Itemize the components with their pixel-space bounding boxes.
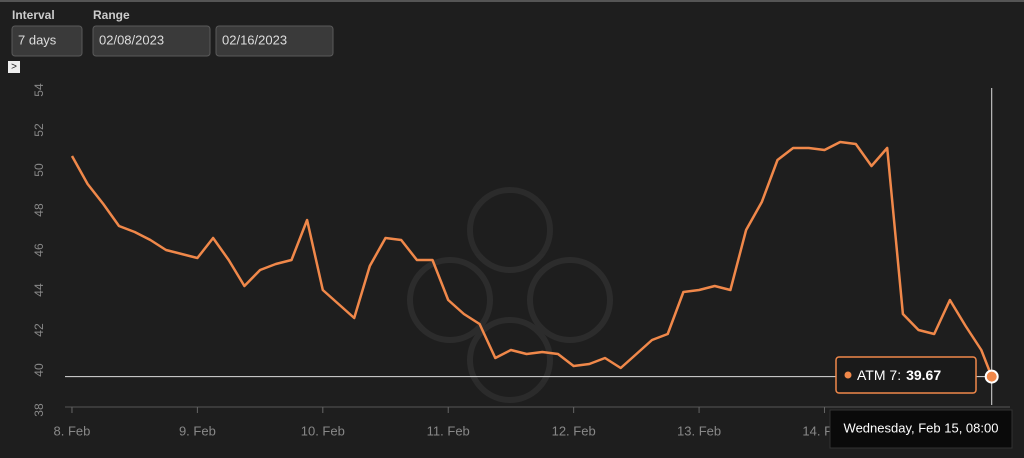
- interval-label: Interval: [12, 8, 55, 22]
- interval-box[interactable]: [11, 25, 83, 57]
- x-tick-label: 10. Feb: [301, 423, 345, 438]
- range-from[interactable]: 02/08/2023: [99, 32, 164, 47]
- y-tick-label: 46: [32, 243, 46, 257]
- toggle-button[interactable]: [8, 61, 20, 73]
- y-tick-label: 44: [32, 283, 46, 297]
- y-tick-label: 48: [32, 203, 46, 217]
- line-series: [70, 140, 993, 378]
- range-label: Range: [93, 8, 130, 22]
- interval-value[interactable]: 7 days: [18, 32, 57, 47]
- tooltip-value: 39.67: [906, 367, 941, 383]
- y-tick-label: 50: [32, 163, 46, 177]
- y-tick-label: 42: [32, 323, 46, 337]
- watermark: [407, 187, 613, 403]
- date-box: [829, 409, 1013, 449]
- y-tick-label: 52: [32, 123, 46, 137]
- tooltip-box: [835, 356, 977, 394]
- x-tick-label: 12. Feb: [552, 423, 596, 438]
- x-tick-label: 11. Feb: [427, 423, 470, 438]
- y-tick-label: 40: [32, 363, 46, 377]
- top-border: [0, 0, 1024, 2]
- y-tick-label: 54: [32, 83, 46, 97]
- hover-point: [984, 369, 999, 384]
- toggle-icon[interactable]: >: [11, 62, 17, 73]
- x-tick-label: 8. Feb: [54, 423, 91, 438]
- range-to-box[interactable]: [215, 25, 334, 57]
- range-to[interactable]: 02/16/2023: [222, 32, 287, 47]
- tooltip-text: ATM 7: 39.67: [857, 367, 941, 383]
- tooltip-dot: [844, 371, 852, 379]
- x-tick-label: 9. Feb: [179, 423, 216, 438]
- y-tick-label: 38: [32, 403, 46, 417]
- range-from-box[interactable]: [92, 25, 211, 57]
- x-tick-label: 13. Feb: [677, 423, 721, 438]
- tooltip-label: ATM 7:: [857, 367, 901, 383]
- tooltip-date: Wednesday, Feb 15, 08:00: [844, 420, 999, 435]
